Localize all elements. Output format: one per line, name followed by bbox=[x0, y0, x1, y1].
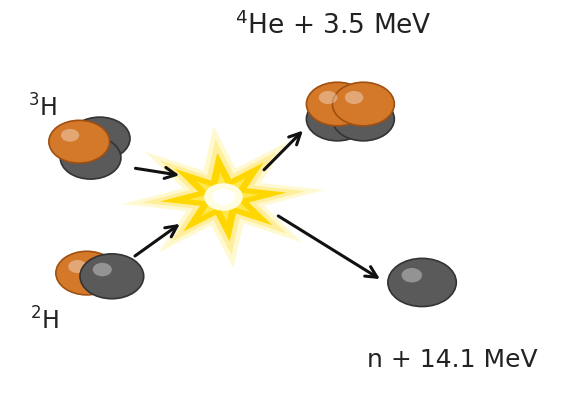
Circle shape bbox=[69, 117, 130, 160]
Circle shape bbox=[319, 91, 337, 104]
Circle shape bbox=[332, 97, 395, 141]
Circle shape bbox=[205, 184, 242, 210]
Circle shape bbox=[345, 91, 364, 104]
Circle shape bbox=[345, 106, 364, 119]
Circle shape bbox=[93, 263, 112, 276]
Text: $^4$He + 3.5 MeV: $^4$He + 3.5 MeV bbox=[235, 12, 432, 40]
Circle shape bbox=[72, 145, 90, 158]
Text: $^3$H: $^3$H bbox=[28, 94, 57, 121]
Circle shape bbox=[388, 258, 456, 307]
Circle shape bbox=[306, 82, 368, 126]
Circle shape bbox=[332, 82, 395, 126]
Text: $^2$H: $^2$H bbox=[30, 308, 60, 335]
Circle shape bbox=[68, 260, 87, 273]
Circle shape bbox=[213, 190, 234, 204]
Circle shape bbox=[60, 136, 121, 179]
Circle shape bbox=[61, 129, 79, 142]
Polygon shape bbox=[189, 173, 258, 221]
Circle shape bbox=[402, 268, 422, 282]
Polygon shape bbox=[142, 139, 306, 255]
Circle shape bbox=[306, 97, 368, 141]
Circle shape bbox=[49, 120, 110, 163]
Circle shape bbox=[81, 126, 99, 138]
Circle shape bbox=[80, 254, 144, 299]
Polygon shape bbox=[123, 126, 324, 268]
Circle shape bbox=[56, 251, 118, 295]
Circle shape bbox=[319, 106, 337, 119]
Text: n + 14.1 MeV: n + 14.1 MeV bbox=[367, 348, 538, 372]
Polygon shape bbox=[160, 152, 287, 242]
